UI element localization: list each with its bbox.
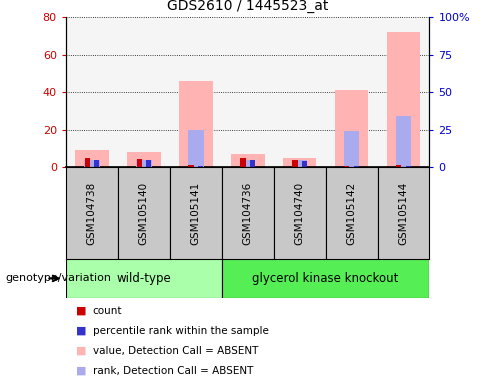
Bar [396, 165, 402, 167]
Bar [231, 154, 264, 167]
Bar [75, 150, 109, 167]
Bar [344, 131, 359, 167]
Text: count: count [93, 306, 122, 316]
Bar [378, 167, 429, 259]
Bar [84, 158, 90, 167]
Text: ■: ■ [76, 346, 86, 356]
Bar [386, 32, 420, 167]
Text: value, Detection Call = ABSENT: value, Detection Call = ABSENT [93, 346, 258, 356]
Bar [292, 161, 307, 167]
Bar [396, 116, 411, 167]
Bar [292, 161, 298, 167]
Bar [222, 167, 274, 259]
Bar [250, 161, 255, 167]
Bar [335, 90, 368, 167]
Bar [170, 167, 222, 259]
Text: GSM105140: GSM105140 [139, 182, 149, 245]
Text: GSM104740: GSM104740 [295, 182, 305, 245]
Bar [325, 167, 378, 259]
Bar [274, 167, 325, 259]
Bar [302, 161, 307, 167]
Bar [240, 160, 255, 167]
Text: GSM104736: GSM104736 [243, 182, 253, 245]
Bar [188, 165, 194, 167]
Bar [179, 81, 213, 167]
Bar [188, 130, 203, 167]
Bar [354, 166, 359, 167]
Text: GSM105142: GSM105142 [346, 182, 357, 245]
Bar [127, 152, 161, 167]
Bar [344, 166, 349, 167]
Bar [118, 167, 170, 259]
Text: percentile rank within the sample: percentile rank within the sample [93, 326, 268, 336]
Text: ■: ■ [76, 366, 86, 376]
Bar [66, 259, 222, 298]
Bar [198, 166, 203, 167]
Bar [283, 158, 317, 167]
Text: GSM104738: GSM104738 [87, 182, 97, 245]
Text: ■: ■ [76, 326, 86, 336]
Bar [136, 160, 152, 167]
Bar [146, 161, 151, 167]
Bar [406, 166, 411, 167]
Bar [137, 159, 142, 167]
Text: GSM105141: GSM105141 [191, 182, 201, 245]
Text: wild-type: wild-type [117, 272, 171, 285]
Bar [84, 160, 100, 167]
Title: GDS2610 / 1445523_at: GDS2610 / 1445523_at [167, 0, 328, 13]
Text: GSM105144: GSM105144 [399, 182, 408, 245]
Text: ■: ■ [76, 306, 86, 316]
Bar [222, 259, 429, 298]
Text: genotype/variation: genotype/variation [5, 273, 111, 283]
Bar [94, 161, 99, 167]
Bar [241, 158, 245, 167]
Text: rank, Detection Call = ABSENT: rank, Detection Call = ABSENT [93, 366, 253, 376]
Bar [66, 167, 118, 259]
Text: glycerol kinase knockout: glycerol kinase knockout [252, 272, 399, 285]
